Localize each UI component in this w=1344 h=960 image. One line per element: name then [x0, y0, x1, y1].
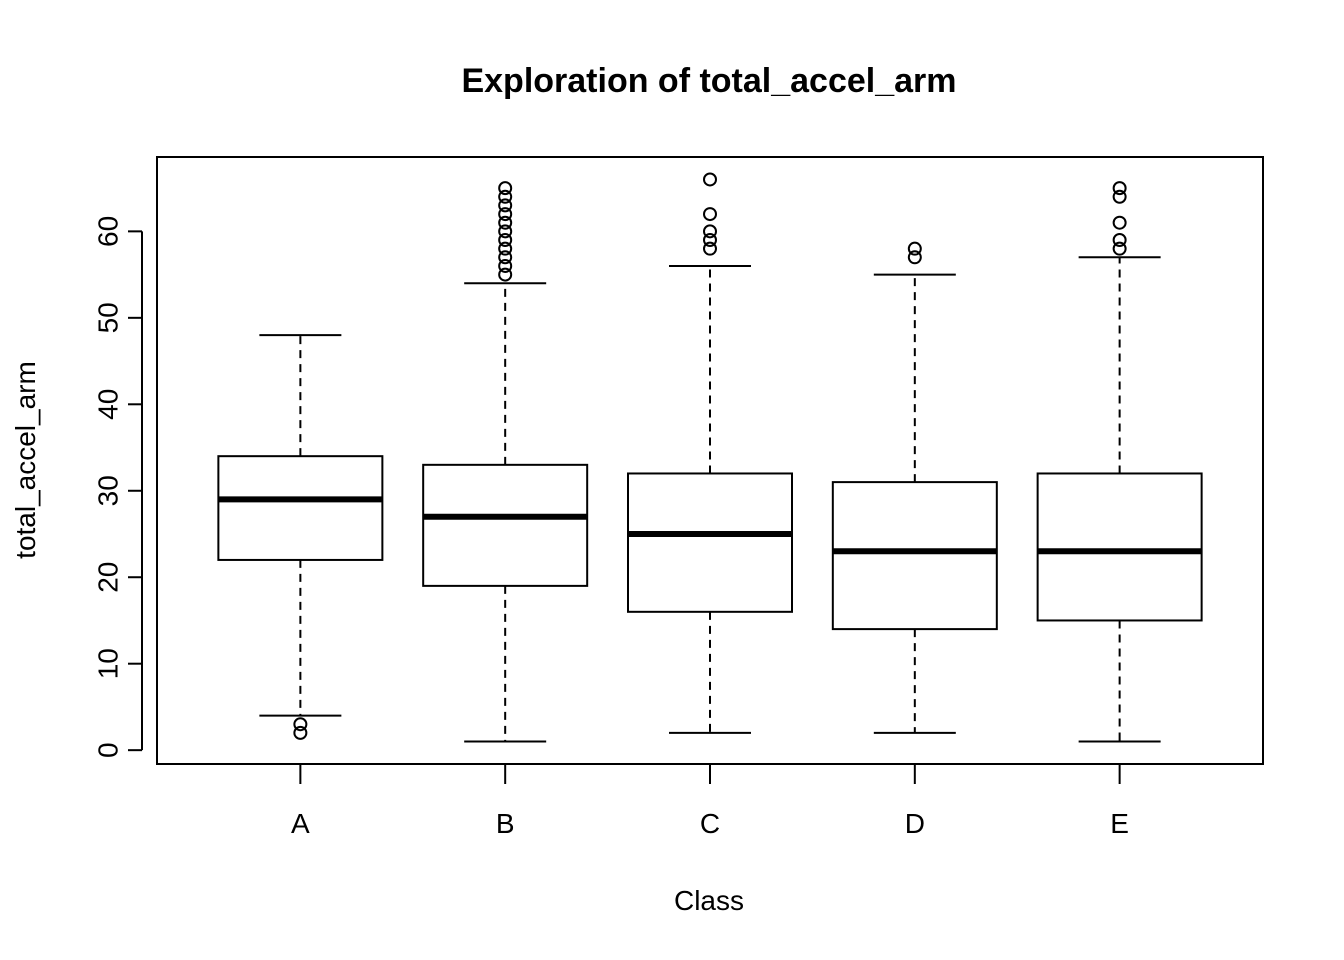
box-A	[217, 334, 384, 740]
outlier-point	[1112, 189, 1127, 204]
iqr-box	[1036, 472, 1203, 622]
outlier-point	[703, 207, 717, 222]
outlier-point	[703, 233, 717, 248]
outlier-point	[907, 241, 922, 256]
outlier-point	[498, 181, 513, 196]
y-tick-label: 60	[92, 216, 123, 247]
outlier-point	[498, 207, 513, 222]
outlier-point	[703, 172, 717, 187]
outlier-point	[703, 224, 717, 239]
outlier-point	[498, 233, 513, 248]
y-tick-label: 30	[92, 475, 123, 506]
outlier-point	[1112, 215, 1127, 230]
x-tick-label: B	[496, 808, 515, 839]
outlier-point	[1112, 181, 1127, 196]
outlier-point	[703, 241, 717, 256]
outlier-point	[907, 250, 922, 265]
outlier-point	[498, 258, 513, 273]
outlier-point	[498, 198, 513, 213]
chart-title: Exploration of total_accel_arm	[461, 62, 956, 100]
box-C	[627, 172, 793, 734]
x-axis: A B C D E	[291, 764, 1129, 839]
outlier-point	[498, 189, 513, 204]
x-tick-label: A	[291, 808, 310, 839]
y-tick-label: 0	[92, 742, 123, 758]
iqr-box	[831, 481, 998, 631]
outlier-point	[498, 241, 513, 256]
iqr-box	[217, 455, 384, 561]
x-axis-label: Class	[674, 885, 744, 916]
outlier-point	[1112, 241, 1127, 256]
outlier-point	[1112, 233, 1127, 248]
y-axis-label: total_accel_arm	[10, 361, 41, 559]
x-tick-label: E	[1110, 808, 1129, 839]
y-tick-label: 40	[92, 389, 123, 420]
box-D	[831, 241, 998, 734]
x-tick-label: C	[700, 808, 720, 839]
y-tick-label: 20	[92, 562, 123, 593]
outlier-point	[293, 717, 308, 732]
outlier-point	[498, 224, 513, 239]
box-series	[217, 172, 1203, 743]
x-tick-label: D	[905, 808, 925, 839]
y-tick-label: 10	[92, 648, 123, 679]
iqr-box	[627, 472, 793, 613]
outlier-point	[498, 250, 513, 265]
iqr-box	[422, 463, 589, 587]
outlier-point	[293, 725, 308, 740]
outlier-point	[498, 215, 513, 230]
y-axis: 0 10 20 30 40 50 60	[92, 216, 143, 758]
y-tick-label: 50	[92, 302, 123, 333]
box-B	[422, 181, 589, 743]
box-E	[1036, 181, 1203, 743]
outlier-point	[498, 267, 513, 282]
